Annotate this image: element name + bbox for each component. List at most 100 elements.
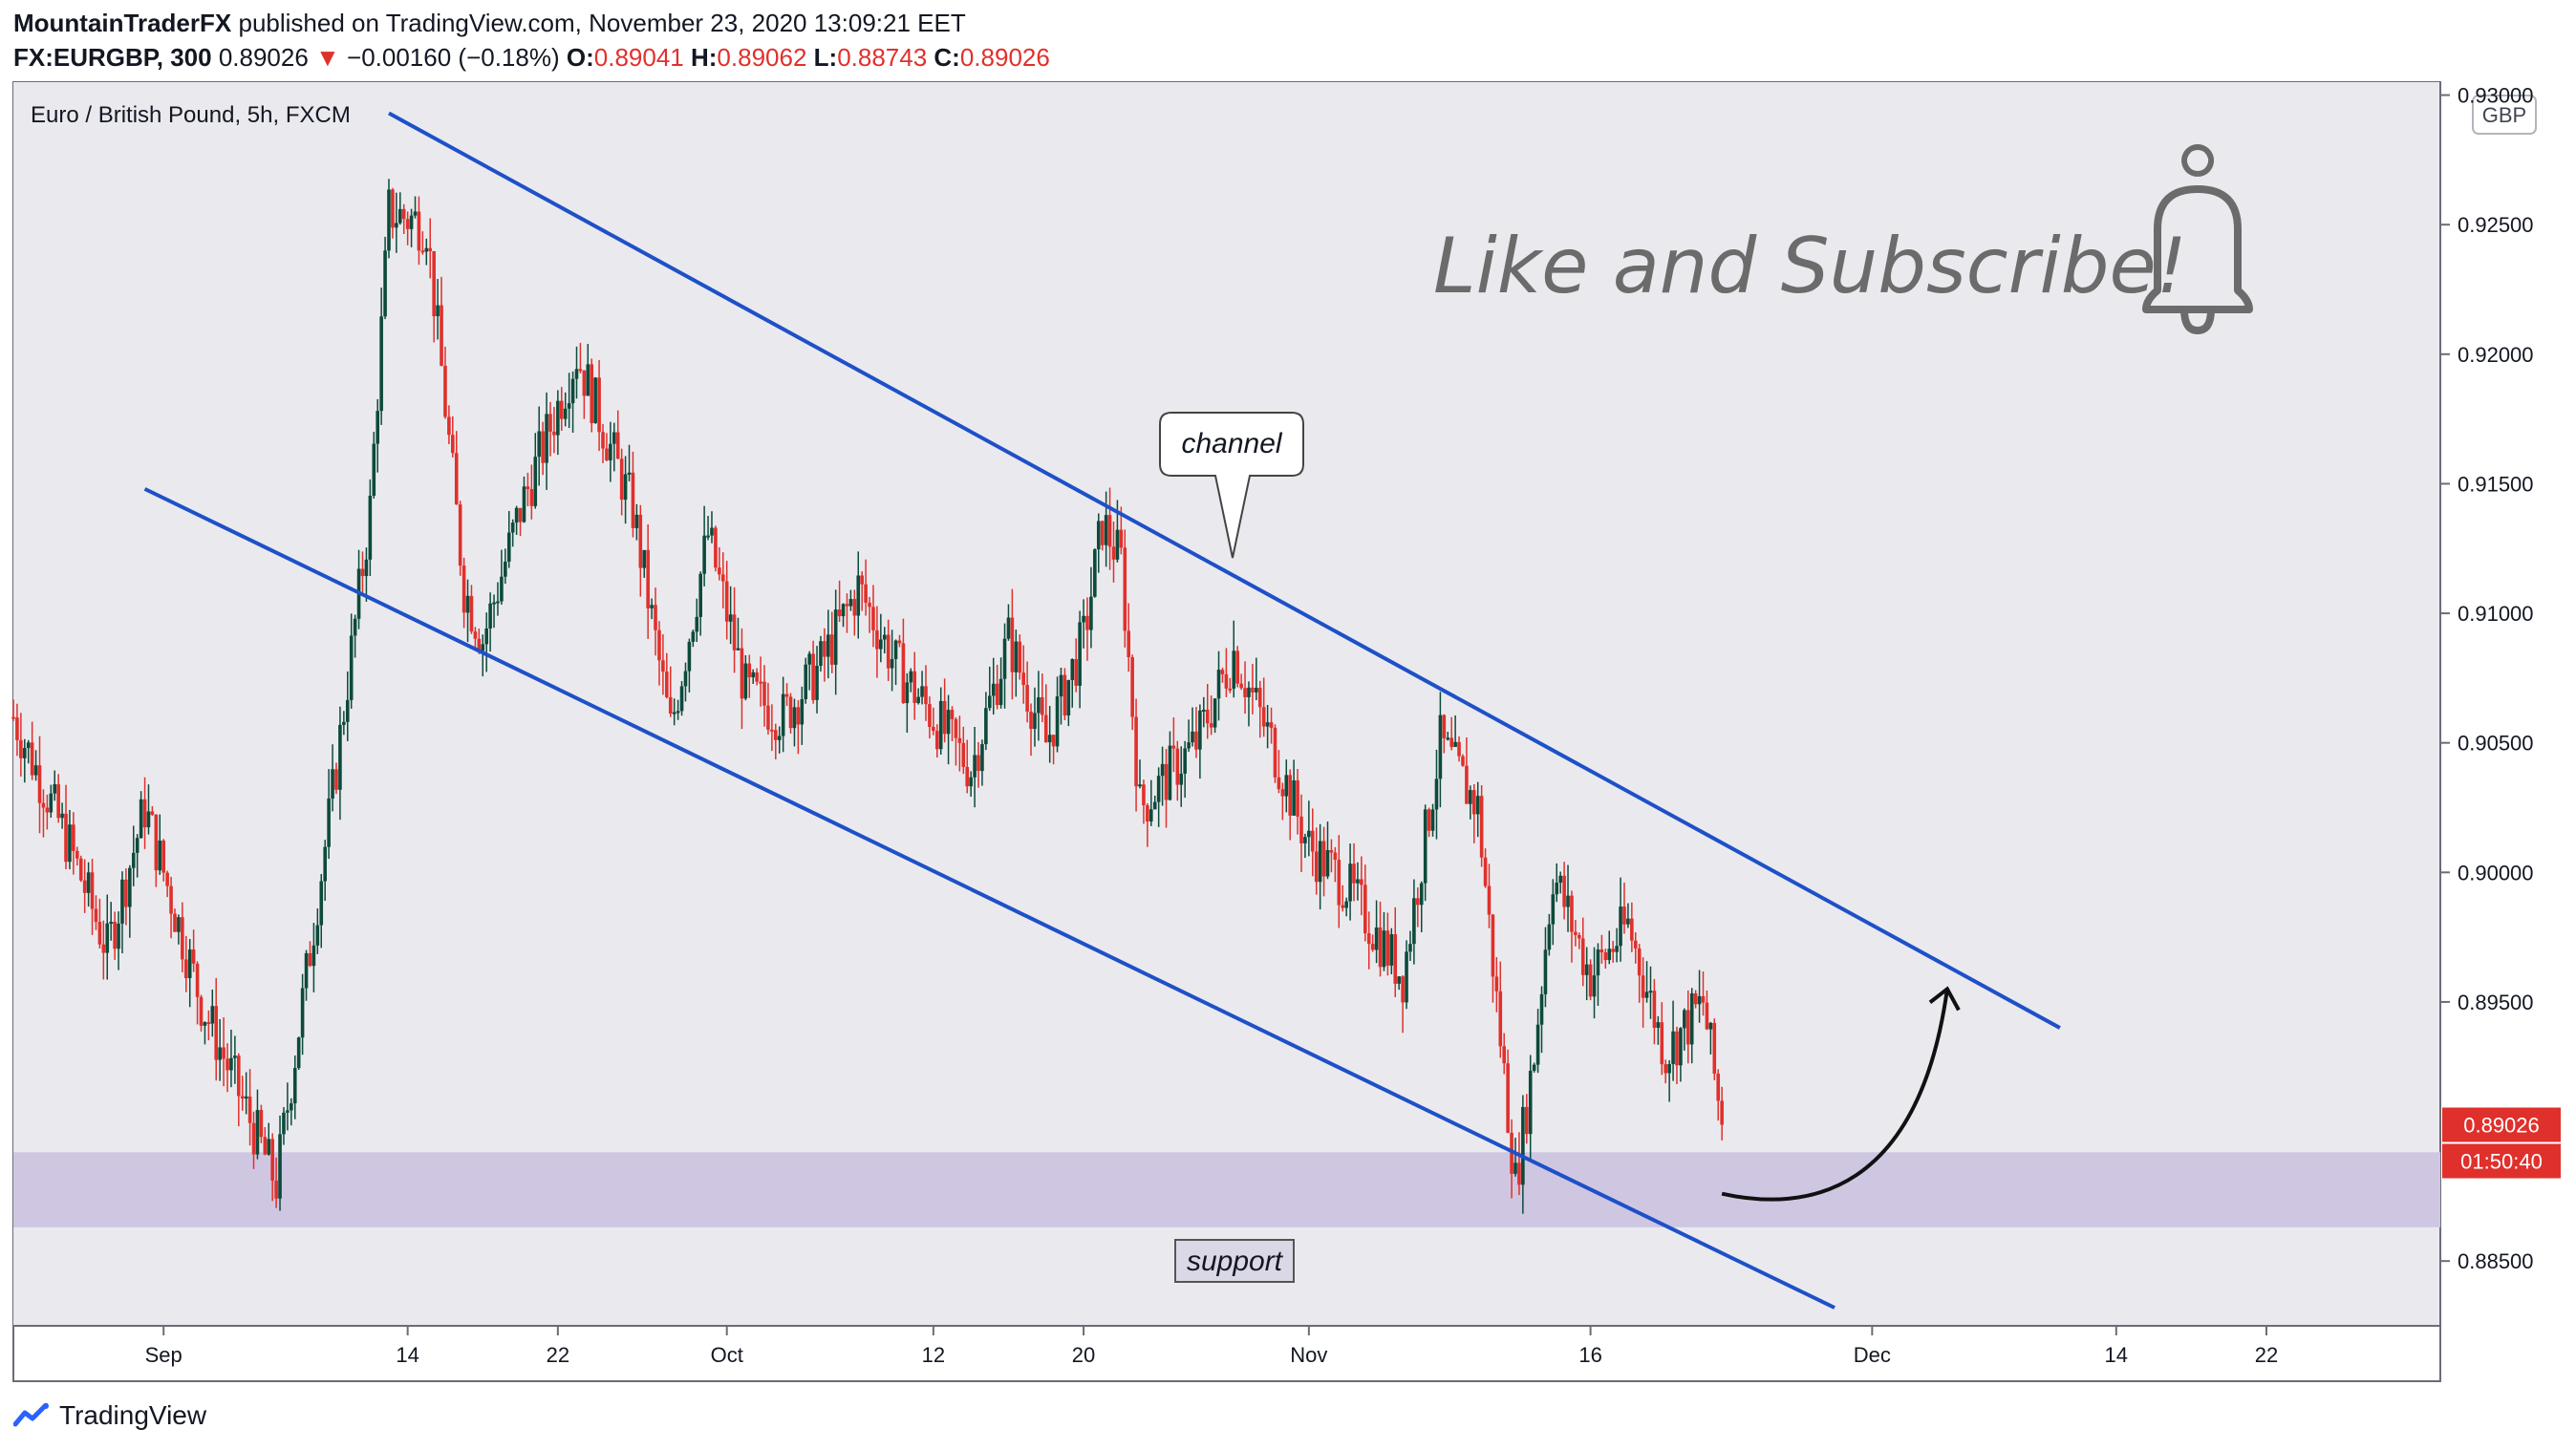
candle-body: [1708, 1022, 1713, 1030]
time-axis[interactable]: Sep 14 22 Oct 12 20 Nov 16 Dec 14 22: [145, 1326, 2279, 1367]
candle-body: [506, 532, 511, 563]
candle-body: [1051, 735, 1056, 747]
candle-body: [1588, 964, 1593, 997]
candle-body: [251, 1122, 256, 1155]
price-axis[interactable]: 0.93000 0.92500 0.92000 0.91500 0.91000 0.905…: [2440, 84, 2534, 1274]
candle-body: [965, 766, 970, 787]
candle-body: [537, 431, 541, 458]
candle-body: [1449, 737, 1453, 747]
candle-body: [255, 1110, 260, 1155]
candle-body: [1641, 975, 1645, 998]
candle-body: [710, 527, 714, 536]
candle-body: [187, 949, 192, 979]
candle-body: [860, 575, 864, 585]
candle-body: [454, 453, 459, 505]
author-name[interactable]: MountainTraderFX: [13, 9, 232, 37]
candle-body: [932, 726, 935, 732]
candle-body: [364, 559, 369, 577]
candle-body: [1574, 931, 1578, 935]
candle-body: [1679, 1028, 1683, 1066]
candle-body: [206, 1022, 211, 1025]
channel-callout[interactable]: channel: [1159, 412, 1304, 559]
bell-icon[interactable]: [2142, 144, 2253, 335]
candle-body: [41, 802, 46, 808]
candle-body: [1555, 882, 1559, 895]
candle-body: [82, 880, 87, 893]
candle-body: [97, 922, 102, 945]
candle-body: [296, 1037, 301, 1069]
candle-body: [15, 717, 19, 740]
candle-body: [473, 631, 478, 639]
candle-body: [695, 616, 699, 632]
candle-body: [1232, 650, 1236, 689]
low-value: 0.88743: [837, 43, 928, 72]
price-tick-label: 0.92000: [2458, 343, 2534, 367]
channel-callout-label: channel: [1181, 428, 1282, 459]
candle-body: [792, 707, 797, 729]
candle-body: [1397, 976, 1401, 984]
candle-body: [841, 604, 846, 617]
candle-body: [177, 917, 181, 932]
candle-body: [882, 634, 887, 640]
candle-body: [481, 644, 485, 651]
low-label: L:: [813, 43, 838, 72]
candle-body: [714, 527, 718, 568]
candle-body: [142, 799, 147, 828]
candle-body: [353, 618, 357, 636]
candle-body: [875, 629, 879, 650]
candle-body: [706, 535, 710, 538]
candle-body: [169, 885, 173, 914]
currency-badge[interactable]: GBP: [2472, 95, 2537, 135]
candle-body: [654, 605, 657, 630]
candle-body: [90, 872, 95, 909]
candle-body: [1078, 622, 1082, 686]
candle-body: [811, 653, 815, 700]
candle-body: [1070, 659, 1075, 680]
candle-body: [1434, 778, 1439, 810]
candle-body: [1194, 731, 1198, 750]
candle-body: [924, 686, 928, 705]
candle-body: [597, 377, 601, 433]
tradingview-logo[interactable]: TradingView: [13, 1400, 206, 1431]
candle-body: [376, 411, 380, 444]
channel-upper-line[interactable]: [388, 111, 2061, 1030]
candle-body: [661, 660, 665, 672]
candle-body: [1002, 638, 1007, 679]
candle-body: [1619, 906, 1622, 947]
candle-body: [657, 629, 661, 661]
candle-body: [368, 496, 373, 560]
candle-body: [342, 721, 346, 725]
candle-body: [1697, 995, 1702, 1005]
candle-body: [1558, 875, 1562, 883]
candle-body: [372, 443, 376, 497]
plot-area[interactable]: [13, 82, 2440, 1326]
candle-body: [397, 208, 402, 224]
support-label-box[interactable]: support: [1174, 1239, 1295, 1283]
candle-body: [496, 601, 500, 604]
price-tick-label: 0.92500: [2458, 213, 2534, 237]
candle-body: [500, 576, 504, 602]
candle-body: [440, 305, 443, 366]
candle-body: [1539, 993, 1544, 1025]
candle-body: [286, 1110, 290, 1113]
candle-body: [319, 881, 324, 926]
candle-body: [308, 952, 312, 967]
candle-body: [1615, 946, 1619, 952]
candle-body: [522, 486, 526, 522]
candle-body: [1100, 521, 1105, 545]
candle-body: [570, 378, 575, 404]
candle-body: [770, 729, 774, 732]
candle-body: [37, 765, 42, 803]
candle-body: [1667, 1063, 1671, 1074]
candle-body: [1491, 914, 1495, 977]
candle-body: [615, 432, 620, 459]
candle-body: [1524, 1106, 1529, 1135]
projection-arrow[interactable]: [1721, 989, 1949, 1202]
candle-body: [1374, 927, 1379, 950]
candle-body: [72, 824, 75, 851]
candle-body: [488, 603, 492, 629]
channel-lower-line[interactable]: [143, 487, 1835, 1310]
candle-body: [533, 457, 538, 506]
candle-body: [676, 711, 680, 714]
